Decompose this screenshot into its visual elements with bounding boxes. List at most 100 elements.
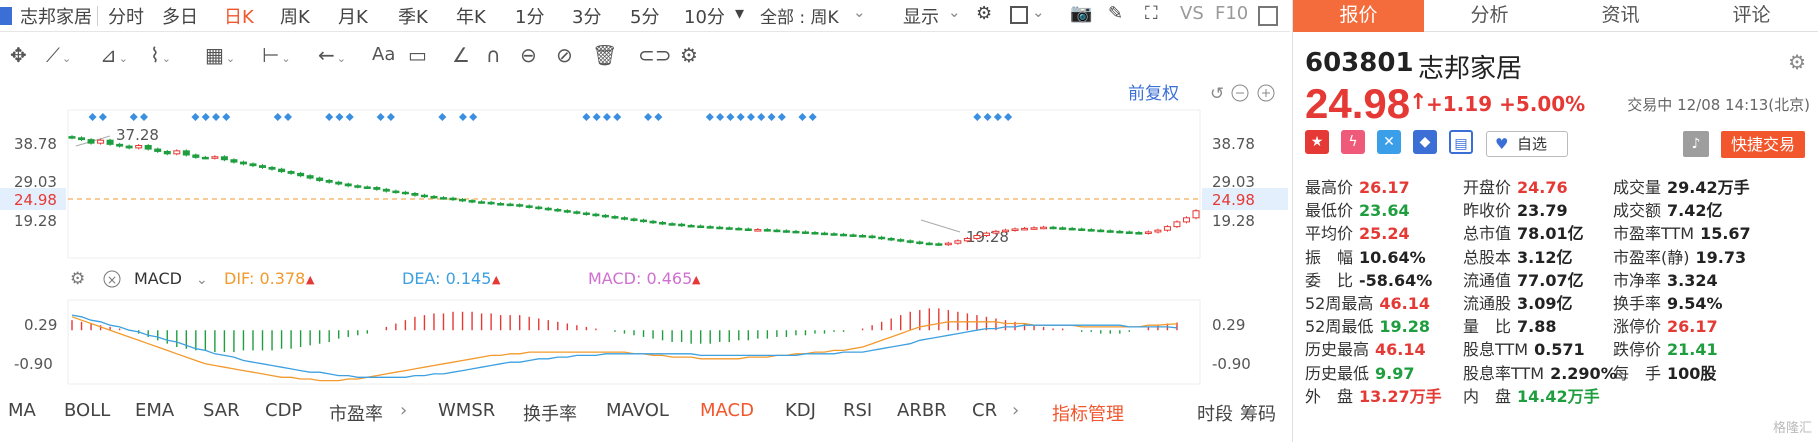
tab-comments[interactable]: 评论 <box>1732 4 1771 26</box>
all-range-selector[interactable]: 全部 : 周K <box>760 8 839 28</box>
pen-icon[interactable]: ✎ <box>1108 3 1124 24</box>
current-price-tag-bg <box>1202 188 1288 210</box>
stock-name-label[interactable]: 志邦家居 <box>20 7 92 28</box>
sidebar-toggle-icon[interactable] <box>1258 6 1278 26</box>
current-price-tag-right: 24.98 <box>1212 191 1255 209</box>
macd-indicator-name[interactable]: MACD <box>134 269 182 288</box>
zoom-in-icon[interactable] <box>1257 84 1275 102</box>
tab-analysis[interactable]: 分析 <box>1470 4 1509 26</box>
candle <box>821 232 829 236</box>
kline-chart[interactable]: 前复权 ↺ 38.78 29.03 19.28 38.78 29.03 19.2… <box>0 0 1290 398</box>
fibonacci-tool-icon[interactable]: ▦ ⌄ <box>205 43 236 67</box>
period-tab-more-dropdown[interactable]: ▾ <box>735 3 745 24</box>
connect-icon[interactable]: ✕ <box>1377 130 1401 154</box>
zoom-out-icon[interactable] <box>1231 84 1249 102</box>
display-menu[interactable]: 显示 <box>903 7 939 28</box>
macd-y-tick-right: -0.90 <box>1212 355 1251 373</box>
bell-icon[interactable]: ♪ <box>1683 131 1709 157</box>
quote-stat-value: 19.73 <box>1695 247 1747 267</box>
quote-stat-label: 每 手 <box>1613 363 1662 383</box>
indicator-tab-rsi[interactable]: RSI <box>843 400 873 421</box>
f10-button[interactable]: F10 <box>1215 3 1249 24</box>
quote-stat-value: 13.27万手 <box>1359 386 1442 406</box>
settings-icon[interactable]: ⚙ <box>976 3 993 24</box>
delete-icon[interactable]: 🗑 <box>592 43 618 67</box>
indicator-tab-wmsr[interactable]: WMSR <box>438 400 496 421</box>
period-tab-duori[interactable]: 多日 <box>162 7 198 28</box>
indicator-tab-ema[interactable]: EMA <box>135 400 175 421</box>
indicator-tab-sar[interactable]: SAR <box>203 400 240 421</box>
chevron-down-icon[interactable]: ⌄ <box>1032 3 1045 21</box>
indicator-tab-macd[interactable]: MACD <box>700 400 754 421</box>
overlay-icon[interactable]: ⊂⊃ <box>638 43 672 67</box>
margin-trading-icon[interactable]: ϟ <box>1341 130 1365 154</box>
time-period-button[interactable]: 时段 <box>1197 404 1233 425</box>
hide-drawing-icon[interactable]: ⊘ <box>556 43 573 67</box>
indicator-tab-arbr[interactable]: ARBR <box>897 400 947 421</box>
watchlist-button[interactable]: ♥ 自选 <box>1486 131 1568 157</box>
period-tab-zhouk[interactable]: 周K <box>280 7 310 28</box>
high-annotation: 37.28 <box>116 126 159 144</box>
candle <box>1125 231 1133 234</box>
tab-quote[interactable]: 报价 <box>1293 0 1424 32</box>
quote-stat-label: 昨收价 <box>1463 201 1512 221</box>
macd-close-icon[interactable] <box>103 270 121 288</box>
magnet-icon[interactable]: ∩ <box>486 43 501 67</box>
arrow-tool-icon[interactable]: ← ⌄ <box>318 43 346 67</box>
fullscreen-icon[interactable]: ⛶ <box>1145 3 1158 24</box>
period-tab-jik[interactable]: 季K <box>398 7 428 28</box>
quick-trade-button[interactable]: 快捷交易 <box>1721 131 1805 158</box>
low-annotation-line <box>920 219 961 233</box>
chevron-down-icon[interactable]: ⌄ <box>853 3 866 21</box>
period-tab-10min[interactable]: 10分 <box>684 7 725 28</box>
indicator-manage-button[interactable]: 指标管理 <box>1052 404 1124 425</box>
period-tab-rik[interactable]: 日K <box>224 7 254 28</box>
period-tab-niank[interactable]: 年K <box>456 7 486 28</box>
candle <box>78 137 86 141</box>
compare-button[interactable]: VS <box>1180 3 1204 24</box>
tag-icon[interactable]: ◆ <box>1413 130 1437 154</box>
polyline-tool-icon[interactable]: ⊿ ⌄ <box>100 43 128 67</box>
measure-tool-icon[interactable]: ⊢ ⌄ <box>262 43 291 67</box>
indicator-tab-mavol[interactable]: MAVOL <box>606 400 669 421</box>
macd-settings-icon[interactable]: ⚙ <box>70 269 85 289</box>
settings-icon[interactable]: ⚙ <box>1788 50 1806 74</box>
indicator-tab-turnover[interactable]: 换手率 <box>523 404 577 425</box>
tabs-scroll-right-icon[interactable]: › <box>1012 400 1020 421</box>
wave-tool-icon[interactable]: ⌇ ⌄ <box>150 43 171 67</box>
candle <box>420 194 428 198</box>
notes-icon[interactable]: ▤ <box>1449 130 1473 154</box>
period-tab-fenshi[interactable]: 分时 <box>108 7 144 28</box>
indicator-tab-kdj[interactable]: KDJ <box>785 400 816 421</box>
indicator-tab-cr[interactable]: CR <box>972 400 998 421</box>
camera-icon[interactable]: 📷 <box>1070 3 1093 24</box>
chart-layout-icon[interactable] <box>1010 6 1028 24</box>
period-tab-5min[interactable]: 5分 <box>630 7 660 28</box>
line-tool-icon[interactable]: ⟋ ⌄ <box>46 43 72 67</box>
angle-tool-icon[interactable]: ∠ <box>452 43 470 67</box>
move-crosshair-icon[interactable]: ✥ <box>10 43 27 67</box>
indicator-tab-boll[interactable]: BOLL <box>64 400 111 421</box>
period-tab-1min[interactable]: 1分 <box>515 7 545 28</box>
comment-icon[interactable]: ▭ <box>408 43 427 67</box>
text-tool[interactable]: Aa <box>372 44 396 65</box>
period-tab-3min[interactable]: 3分 <box>572 7 602 28</box>
indicator-tab-pe[interactable]: 市盈率 <box>329 404 383 425</box>
lock-drawing-icon[interactable]: ⊖ <box>520 43 537 67</box>
indicator-tab-ma[interactable]: MA <box>8 400 36 421</box>
candle <box>497 203 505 206</box>
settings-icon[interactable]: ⚙ <box>680 43 698 67</box>
tab-news[interactable]: 资讯 <box>1601 4 1640 26</box>
chevron-down-icon[interactable]: ⌄ <box>948 3 961 21</box>
candle <box>373 187 381 190</box>
tabs-scroll-right-icon[interactable]: › <box>400 400 408 421</box>
up-arrow-icon: ▲ <box>306 273 315 286</box>
period-tab-yuek[interactable]: 月K <box>338 7 368 28</box>
china-flag-icon[interactable]: ★ <box>1305 130 1329 154</box>
chevron-down-icon[interactable]: ⌄ <box>196 272 208 288</box>
undo-icon[interactable]: ↺ <box>1210 84 1224 104</box>
indicator-tab-cdp[interactable]: CDP <box>265 400 303 421</box>
restore-right-toggle[interactable]: 前复权 <box>1128 84 1179 104</box>
candle <box>668 223 676 226</box>
chip-distribution-button[interactable]: 筹码 <box>1240 404 1276 425</box>
